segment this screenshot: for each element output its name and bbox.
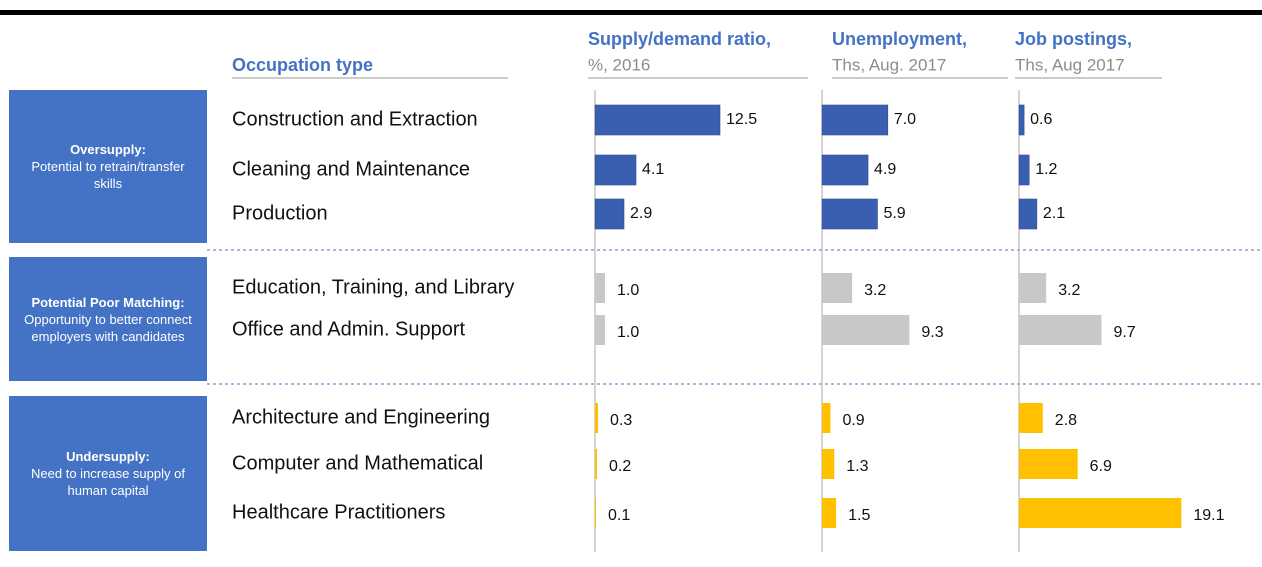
bar: [822, 449, 835, 479]
value-label: 4.9: [874, 161, 896, 178]
value-label: 1.0: [617, 282, 639, 299]
value-label: 19.1: [1193, 507, 1224, 524]
column-title: Unemployment,: [832, 29, 967, 49]
bar: [1019, 498, 1182, 528]
bar: [821, 104, 889, 136]
value-label: 0.2: [609, 458, 631, 475]
occupation-header: Occupation type: [232, 55, 373, 75]
column-subtitle: Ths, Aug. 2017: [832, 55, 946, 74]
group-title: Undersupply:: [66, 449, 150, 464]
bar: [1019, 403, 1043, 433]
group-box: Oversupply: Potential to retrain/transfer…: [9, 90, 207, 243]
bar: [1019, 315, 1102, 345]
bar: [595, 273, 605, 303]
bar: [1018, 104, 1025, 136]
value-label: 12.5: [726, 111, 757, 128]
group-title: Potential Poor Matching:: [31, 294, 185, 310]
value-label: 1.0: [617, 324, 639, 341]
value-label: 0.6: [1030, 111, 1052, 128]
value-label: 0.3: [610, 412, 632, 429]
row-label: Education, Training, and Library: [232, 276, 514, 298]
value-label: 0.9: [842, 412, 864, 429]
bar: [821, 154, 869, 186]
group-box: Undersupply: Need to increase supply of h…: [9, 396, 207, 551]
column-title: Supply/demand ratio,: [588, 29, 771, 49]
bar: [822, 403, 831, 433]
bar: [594, 198, 625, 230]
value-label: 6.9: [1090, 458, 1112, 475]
bar: [594, 104, 721, 136]
column-title: Job postings,: [1015, 29, 1132, 49]
value-label: 3.2: [864, 282, 886, 299]
bar: [595, 315, 605, 345]
value-label: 1.5: [848, 507, 870, 524]
bar: [595, 498, 596, 528]
bar: [1018, 198, 1038, 230]
group-box: Potential Poor Matching: Opportunity to b…: [9, 257, 207, 381]
bar: [822, 315, 910, 345]
bar: [595, 449, 597, 479]
value-label: 9.3: [921, 324, 943, 341]
value-label: 4.1: [642, 161, 664, 178]
value-label: 2.8: [1055, 412, 1077, 429]
value-label: 2.1: [1043, 205, 1065, 222]
bar: [1019, 273, 1047, 303]
column-subtitle: %, 2016: [588, 55, 650, 74]
row-label: Cleaning and Maintenance: [232, 158, 470, 180]
bar: [595, 403, 598, 433]
row-label: Healthcare Practitioners: [232, 501, 445, 523]
value-label: 5.9: [883, 205, 905, 222]
row-label: Construction and Extraction: [232, 108, 478, 130]
value-label: 3.2: [1058, 282, 1080, 299]
group-text: Need to increase supply of human capital: [31, 466, 185, 498]
value-label: 2.9: [630, 205, 652, 222]
bar: [594, 154, 637, 186]
group-title: Oversupply:: [70, 142, 146, 157]
bar: [822, 498, 837, 528]
top-rule: [0, 10, 1262, 15]
value-label: 9.7: [1113, 324, 1135, 341]
value-label: 1.2: [1035, 161, 1057, 178]
row-label: Office and Admin. Support: [232, 318, 466, 340]
row-label: Production: [232, 202, 328, 224]
bar: [822, 273, 853, 303]
column-subtitle: Ths, Aug 2017: [1015, 55, 1125, 74]
value-label: 1.3: [846, 458, 868, 475]
bar: [821, 198, 878, 230]
value-label: 7.0: [894, 111, 916, 128]
bar: [1019, 449, 1078, 479]
group-text: Potential to retrain/transfer skills: [31, 159, 185, 191]
value-label: 0.1: [608, 507, 630, 524]
bar: [1018, 154, 1030, 186]
row-label: Architecture and Engineering: [232, 406, 490, 428]
row-label: Computer and Mathematical: [232, 452, 483, 474]
group-text: Opportunity to better connect employers …: [24, 311, 192, 344]
